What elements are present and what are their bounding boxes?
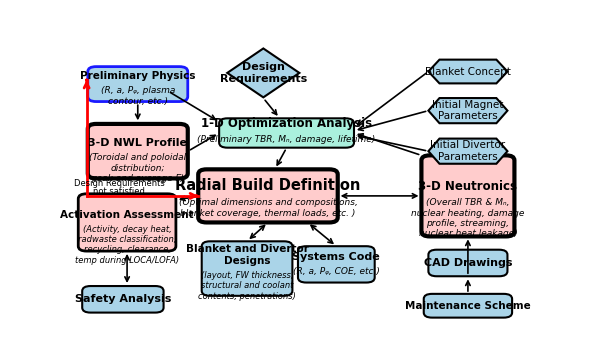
Text: not satisfied: not satisfied xyxy=(93,187,145,196)
Text: Design Requirements: Design Requirements xyxy=(74,179,164,188)
Text: Radial Build Definition: Radial Build Definition xyxy=(175,178,361,193)
FancyBboxPatch shape xyxy=(88,67,188,102)
FancyBboxPatch shape xyxy=(198,169,338,223)
Text: Blanket Concept: Blanket Concept xyxy=(425,66,511,77)
Polygon shape xyxy=(227,48,299,97)
Text: (Optimal dimensions and compositions,
blanket coverage, thermal loads, etc. ): (Optimal dimensions and compositions, bl… xyxy=(179,198,358,217)
Text: (R, a, Pᵩ, COE, etc.): (R, a, Pᵩ, COE, etc.) xyxy=(293,266,380,276)
Text: (Preliminary TBR, Mₙ, damage, lifetime): (Preliminary TBR, Mₙ, damage, lifetime) xyxy=(197,135,376,144)
FancyBboxPatch shape xyxy=(421,155,514,236)
Text: Safety Analysis: Safety Analysis xyxy=(75,294,171,304)
Text: (R, a, Pᵩ, plasma
contour, etc.): (R, a, Pᵩ, plasma contour, etc.) xyxy=(101,86,175,106)
Text: Initial Magnet
Parameters: Initial Magnet Parameters xyxy=(432,100,503,122)
FancyBboxPatch shape xyxy=(202,241,292,296)
FancyBboxPatch shape xyxy=(298,246,374,282)
Text: (Activity, decay heat,
radwaste classification,
recycling, clearance,
temp durin: (Activity, decay heat, radwaste classifi… xyxy=(75,225,179,265)
Text: Blanket and Divertor
Designs: Blanket and Divertor Designs xyxy=(185,244,308,266)
Text: Initial Divertor
Parameters: Initial Divertor Parameters xyxy=(430,140,505,162)
Polygon shape xyxy=(428,98,508,123)
FancyBboxPatch shape xyxy=(88,124,188,179)
Polygon shape xyxy=(428,60,508,83)
Text: Systems Code: Systems Code xyxy=(292,252,380,262)
Text: CAD Drawings: CAD Drawings xyxy=(424,258,512,268)
Text: 3-D NWL Profile: 3-D NWL Profile xyxy=(88,138,187,148)
Text: (Toroidal and poloidal
distribution;
peak and average Γ): (Toroidal and poloidal distribution; pea… xyxy=(89,154,187,183)
Text: Activation Assessment: Activation Assessment xyxy=(60,210,194,220)
FancyBboxPatch shape xyxy=(219,118,354,148)
FancyBboxPatch shape xyxy=(428,250,508,276)
FancyBboxPatch shape xyxy=(78,194,176,251)
FancyBboxPatch shape xyxy=(424,294,512,318)
Text: (layout, FW thickness,
structural and coolant
contents, penetrations): (layout, FW thickness, structural and co… xyxy=(198,271,296,301)
FancyBboxPatch shape xyxy=(82,286,164,313)
Text: Maintenance Scheme: Maintenance Scheme xyxy=(405,301,531,311)
Text: Preliminary Physics: Preliminary Physics xyxy=(80,71,196,81)
Polygon shape xyxy=(428,139,508,164)
Text: 3-D Neutronics: 3-D Neutronics xyxy=(418,180,517,193)
Text: 1-D Optimization Analysis: 1-D Optimization Analysis xyxy=(201,117,372,130)
Text: (Overall TBR & Mₙ,
nuclear heating, damage
profile, streaming,
nuclear heat leak: (Overall TBR & Mₙ, nuclear heating, dama… xyxy=(411,198,524,238)
Text: Design
Requirements: Design Requirements xyxy=(220,62,307,84)
